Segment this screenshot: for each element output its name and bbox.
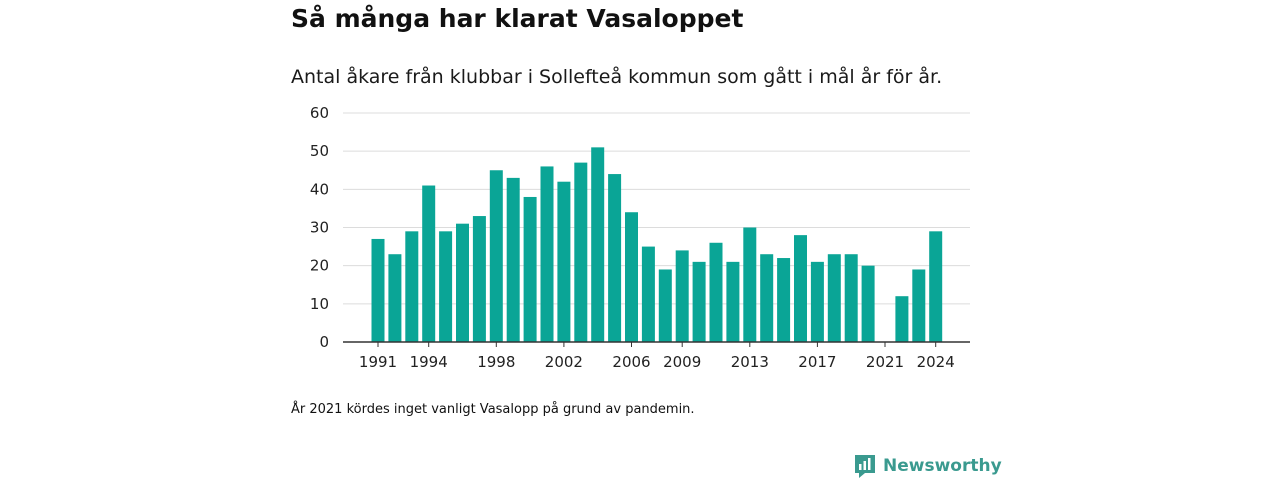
bar-1993 — [405, 231, 419, 342]
x-tick-label: 2021 — [866, 353, 904, 371]
y-tick-label: 20 — [310, 257, 329, 275]
x-tick-label: 1994 — [410, 353, 448, 371]
bar-2006 — [625, 212, 638, 342]
bar-1996 — [456, 223, 469, 342]
bar-2001 — [540, 166, 554, 342]
x-tick-label: 2006 — [612, 353, 650, 371]
x-tick-label: 1998 — [477, 353, 515, 371]
bar-2010 — [692, 261, 706, 342]
bar-2018 — [827, 254, 841, 342]
bar-2000 — [523, 196, 537, 342]
y-tick-label: 10 — [310, 295, 329, 313]
bar-2004 — [591, 147, 605, 342]
y-tick-label: 40 — [310, 180, 329, 198]
bar-2005 — [608, 174, 622, 342]
bar-2007 — [641, 246, 655, 342]
bar-2009 — [675, 250, 689, 342]
bar-2011 — [709, 242, 723, 342]
bar-2022 — [895, 296, 909, 342]
bar-2003 — [574, 162, 588, 342]
bar-2019 — [844, 254, 858, 342]
x-tick-label: 2009 — [663, 353, 701, 371]
bar-2002 — [557, 181, 571, 342]
bar-chart: 0 10 20 30 40 50 60 1991 1994 1998 2002 2006 2009 201… — [310, 104, 970, 371]
bar-1999 — [506, 177, 520, 342]
y-tick-label: 30 — [310, 219, 329, 237]
bar-2015 — [777, 258, 791, 342]
chart-title: Så många har klarat Vasaloppet — [291, 4, 744, 33]
x-tick-label: 2013 — [731, 353, 769, 371]
gridlines — [343, 112, 970, 305]
brand-name: Newsworthy — [883, 456, 1002, 476]
bar-2012 — [726, 261, 740, 342]
bar-1998 — [489, 170, 503, 342]
brand-logo[interactable]: Newsworthy — [853, 453, 1002, 479]
axes: 0 10 20 30 40 50 60 1991 1994 1998 2002 2006 2009 201… — [310, 104, 970, 371]
bar-2016 — [794, 235, 807, 342]
bar-1994 — [422, 185, 436, 342]
bar-2023 — [912, 269, 926, 342]
bar-2020 — [861, 265, 875, 342]
newsworthy-logo-icon — [855, 455, 875, 478]
bar-1995 — [439, 231, 453, 342]
chart-subtitle: Antal åkare från klubbar i Sollefteå kom… — [291, 66, 943, 88]
y-tick-label: 60 — [310, 104, 329, 122]
x-tick-label: 2017 — [798, 353, 836, 371]
bar-1997 — [472, 216, 486, 342]
x-tick-label: 2002 — [545, 353, 583, 371]
y-tick-label: 50 — [310, 142, 329, 160]
bar-2017 — [810, 261, 824, 342]
bar-2013 — [743, 227, 757, 342]
bar-2008 — [658, 269, 672, 342]
x-tick-label: 1991 — [359, 353, 397, 371]
y-tick-label: 0 — [319, 333, 329, 351]
bar-1992 — [388, 254, 402, 342]
x-tick-label: 2024 — [917, 353, 955, 371]
bar-1991 — [371, 238, 385, 342]
bar-2014 — [760, 254, 774, 342]
bar-2024 — [929, 231, 943, 342]
bars — [371, 147, 943, 342]
footnote: År 2021 kördes inget vanligt Vasalopp på… — [291, 402, 695, 417]
